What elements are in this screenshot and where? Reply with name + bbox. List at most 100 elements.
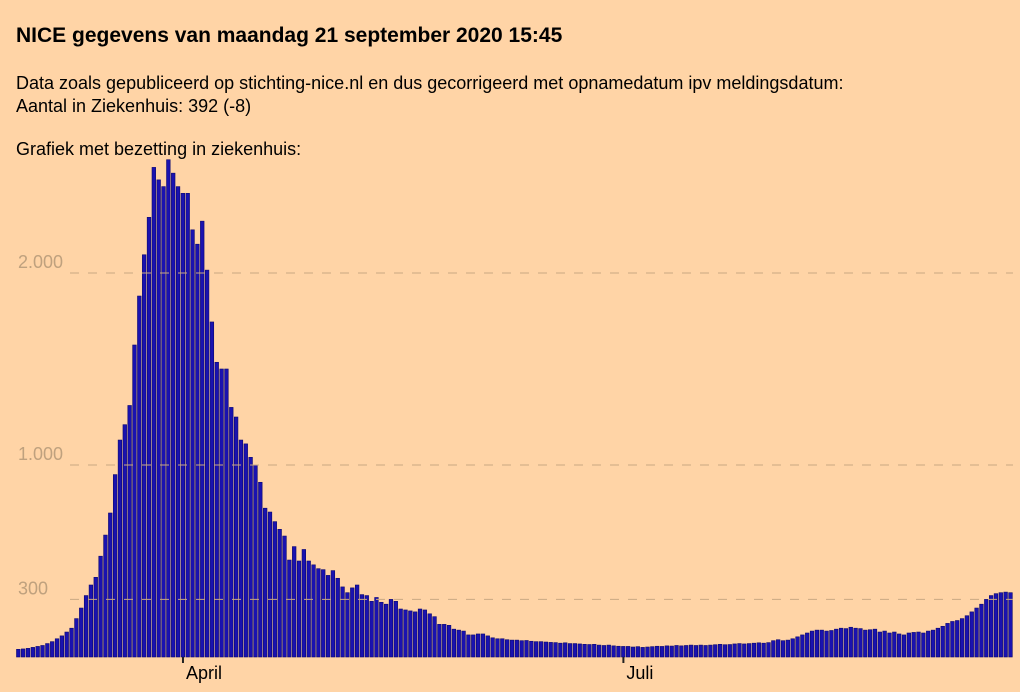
bar [45,643,50,658]
bar [180,193,185,658]
bar [974,607,979,658]
bar [655,645,660,658]
bar [640,647,645,658]
y-tick-label: 2.000 [18,252,63,272]
bar [989,595,994,658]
bar [354,584,360,658]
bar [25,648,31,658]
bar [16,649,21,658]
bar [926,630,931,658]
bar [437,624,442,658]
bar [940,625,945,658]
bar [263,507,268,658]
bar [771,640,776,658]
bar [364,595,369,658]
bar [306,560,311,658]
bar [693,645,699,658]
bar [751,642,757,658]
bar [325,575,331,658]
bar [490,637,495,658]
bar [843,628,849,658]
bar [83,595,89,658]
bar [921,632,926,658]
bar [142,254,147,658]
bar [103,534,108,658]
bar [611,645,616,658]
bar [117,439,123,658]
bar [567,643,573,658]
bar [151,167,156,658]
bar [480,633,486,658]
bar [998,592,1003,658]
bar [572,643,578,658]
bar [543,641,548,658]
bar [601,645,607,658]
bar [785,639,790,658]
bar [219,368,224,658]
bar [916,631,921,658]
bar [422,609,427,658]
bar [253,464,258,658]
bar [204,269,210,658]
bar [509,639,515,658]
bar [379,601,384,658]
bar [132,344,137,658]
bar [374,597,379,658]
bar [882,630,887,658]
bar [54,638,60,658]
bar [911,632,916,658]
description: Data zoals gepubliceerd op stichting-nic… [16,73,844,93]
bar [461,630,466,658]
bar [626,646,631,658]
bar [442,624,447,658]
bar [229,407,234,658]
bar [945,623,950,658]
bar [717,644,723,658]
bar [722,644,728,658]
bar [819,629,824,658]
bar [964,615,970,658]
bar [659,646,665,658]
bar [548,642,553,658]
bar [596,644,602,658]
bar [209,321,215,658]
bar [993,593,999,658]
bar [776,639,781,658]
bar [108,512,113,658]
bar [747,643,752,658]
bar [505,639,510,658]
bar [1008,592,1013,658]
bar [30,647,35,658]
bar [432,616,437,658]
page-title: NICE gegevens van maandag 21 september 2… [16,24,563,47]
bar [935,627,941,658]
bar [258,481,263,658]
bar [829,630,834,658]
bar [233,416,239,658]
bar [553,642,558,658]
bar [713,644,718,658]
bar [292,546,297,658]
bar [166,159,171,658]
bar [621,646,626,658]
bar [330,570,336,658]
bar [930,629,936,658]
y-tick-label: 1.000 [18,444,63,464]
bar [475,633,481,658]
bar [877,631,882,658]
bar [809,630,815,658]
bar [282,535,287,658]
bar [587,644,592,658]
bar [350,587,355,658]
bar [897,633,902,658]
bar [529,640,534,658]
bar [1003,591,1008,658]
bar [64,631,69,658]
bar [732,643,737,658]
bar [224,368,229,658]
bar [388,599,394,658]
bar [538,641,544,658]
bar [664,645,669,658]
bar [853,627,858,658]
bar [737,643,742,658]
